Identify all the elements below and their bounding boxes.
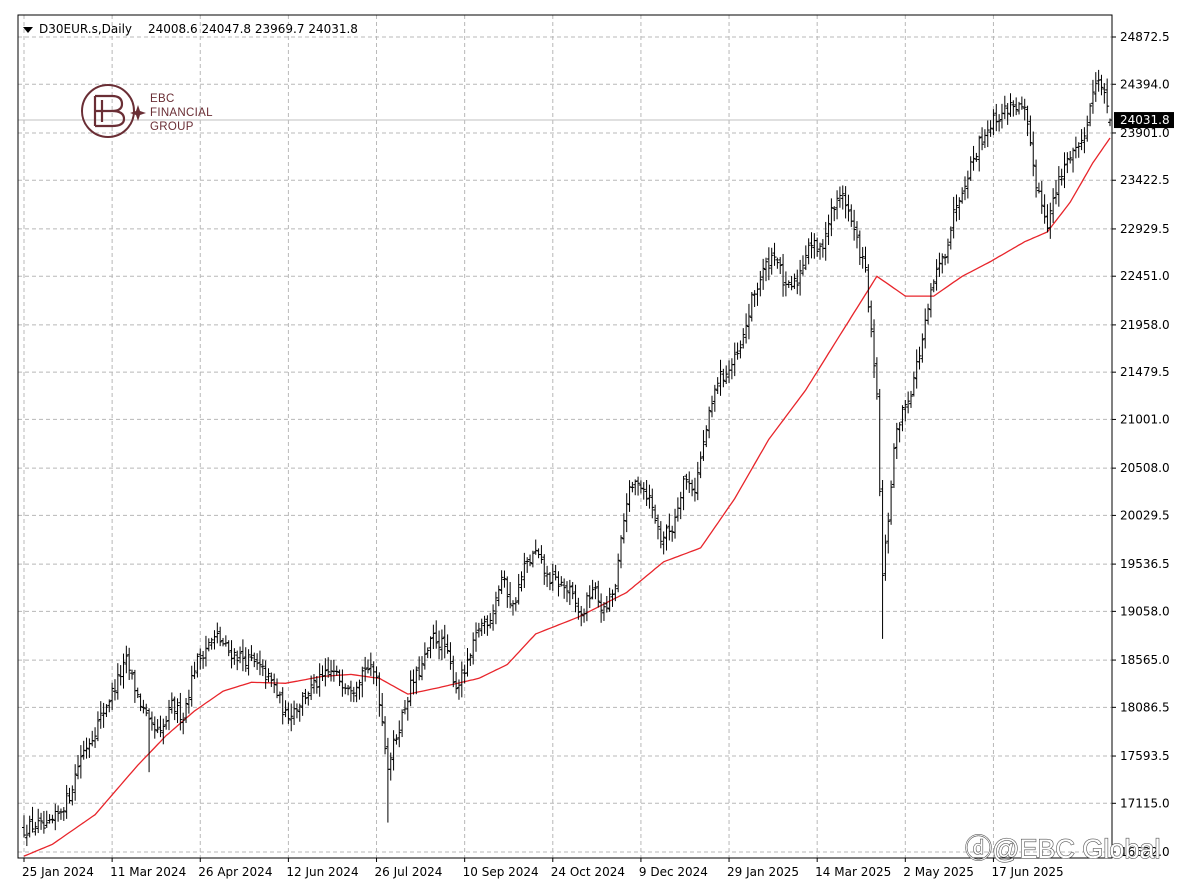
y-tick-label: 19058.0 (1120, 604, 1170, 618)
y-tick-label: 21958.0 (1120, 318, 1170, 332)
symbol-label: D30EUR.s,Daily (39, 22, 132, 36)
current-price-label: 24031.8 (1120, 113, 1170, 127)
y-tick-label: 17593.5 (1120, 749, 1170, 763)
current-price-box (1114, 112, 1174, 129)
y-tick-label: 22451.0 (1120, 269, 1170, 283)
logo-star-icon (130, 105, 146, 121)
x-tick-label: 9 Dec 2024 (639, 865, 708, 879)
ohlc-label: 24008.6 24047.8 23969.7 24031.8 (148, 22, 358, 36)
current-price-marker: 24031.8 (1114, 112, 1174, 129)
y-tick-label: 21479.5 (1120, 365, 1170, 379)
x-tick-label: 29 Jan 2025 (727, 865, 799, 879)
logo-text-line3: GROUP (150, 121, 194, 133)
logo-monogram-icon (93, 94, 126, 128)
y-tick-label: 22929.5 (1120, 222, 1170, 236)
logo-circle-icon (81, 84, 135, 138)
logo-text-line1: EBC (150, 93, 175, 105)
watermark: ⓓ @EBC Global (964, 833, 1161, 864)
x-tick-label: 17 Jun 2025 (991, 865, 1063, 879)
x-tick-label: 10 Sep 2024 (463, 865, 539, 879)
y-tick-label: 18086.5 (1120, 700, 1170, 714)
y-tick-label: 18565.0 (1120, 653, 1170, 667)
x-tick-label: 25 Jan 2024 (22, 865, 94, 879)
logo-text-line2: FINANCIAL (150, 107, 213, 119)
y-tick-label: 19536.5 (1120, 557, 1170, 571)
y-tick-label: 20508.0 (1120, 461, 1170, 475)
ohlc-bars (22, 69, 1112, 847)
x-tick-label: 2 May 2025 (903, 865, 974, 879)
plot-frame (17, 14, 1113, 859)
x-tick-label: 11 Mar 2024 (110, 865, 186, 879)
x-tick-label: 26 Apr 2024 (198, 865, 272, 879)
y-tick-label: 24872.5 (1120, 30, 1170, 44)
ebc-logo: EBC FINANCIAL GROUP (81, 84, 213, 138)
x-tick-label: 14 Mar 2025 (815, 865, 891, 879)
y-tick-label: 17115.0 (1120, 796, 1170, 810)
watermark-logo-icon: ⓓ (965, 834, 992, 864)
y-tick-label: 23901.0 (1120, 126, 1170, 140)
x-tick-label: 26 Jul 2024 (375, 865, 443, 879)
x-tick-label: 12 Jun 2024 (286, 865, 358, 879)
watermark-text: @EBC Global (992, 834, 1160, 864)
y-tick-label: 23422.5 (1120, 173, 1170, 187)
y-tick-label: 20029.5 (1120, 508, 1170, 522)
axes: 24872.5 24394.0 23901.0 23422.5 22929.5 22451… (17, 14, 1170, 879)
y-tick-label: 24394.0 (1120, 77, 1170, 91)
moving-average-line (23, 137, 1111, 857)
y-tick-label: 21001.0 (1120, 412, 1170, 426)
grid (18, 15, 1112, 858)
x-tick-label: 24 Oct 2024 (551, 865, 625, 879)
y-tick-label: 16622.0 (1120, 845, 1170, 859)
symbol-dropdown-icon[interactable] (23, 27, 33, 33)
moving-average-layer (23, 137, 1111, 857)
